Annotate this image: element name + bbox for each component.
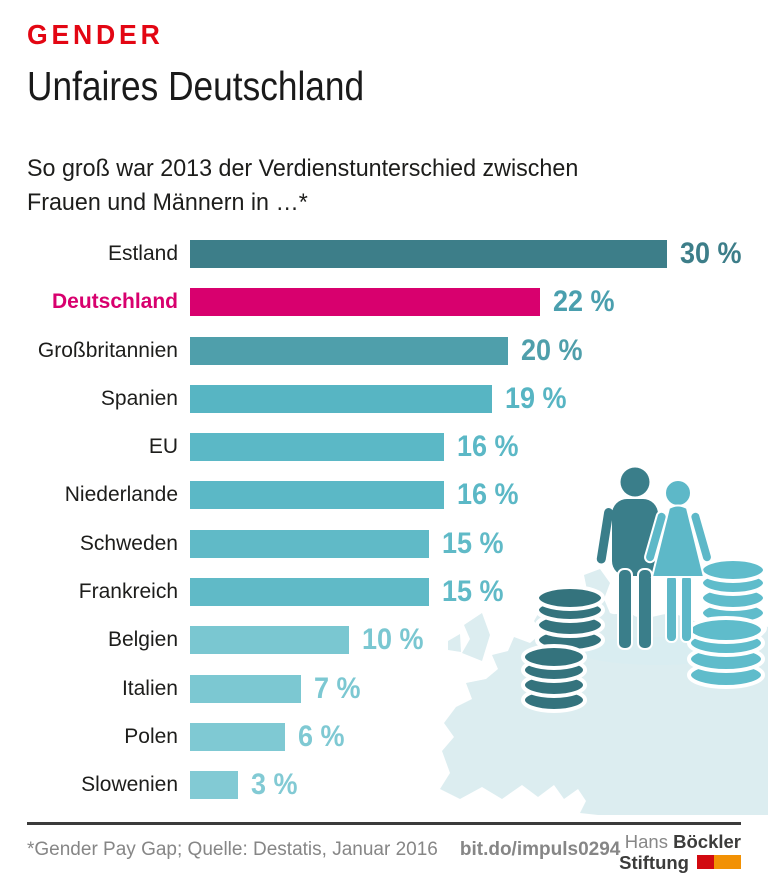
bar-row: Polen 6 %: [0, 719, 748, 771]
page-title: Unfaires Deutschland: [27, 63, 365, 109]
hbs-logo: Hans Böckler Stiftung: [619, 831, 741, 873]
bar-row: EU 16 %: [0, 430, 748, 481]
coin-stack-dark: [521, 585, 605, 713]
logo-text-hans: Hans: [624, 831, 668, 852]
bar-row: Estland 30 %: [0, 237, 748, 288]
coin-stack-light: [687, 557, 767, 689]
illustration-svg: [440, 467, 768, 815]
europe-map-illustration: [438, 455, 768, 815]
bar-value-label: 22 %: [553, 285, 615, 319]
bar-row: Frankreich 15 %: [0, 575, 748, 626]
country-label: Niederlande: [64, 483, 178, 507]
country-label: Deutschland: [51, 290, 178, 314]
bar: [190, 240, 667, 268]
bar: [190, 288, 540, 317]
bar-value-label: 16 %: [457, 430, 519, 464]
man-figure: [594, 467, 658, 650]
footnote-text: *Gender Pay Gap; Quelle: Destatis, Janua…: [27, 839, 438, 860]
ireland-shape: [448, 634, 461, 652]
bar: [190, 433, 444, 462]
short-link[interactable]: bit.do/impuls0294: [459, 839, 621, 860]
country-label: Spanien: [100, 386, 178, 410]
bar-row: Deutschland 22 %: [0, 285, 748, 336]
bar-row: Spanien 19 %: [0, 381, 748, 433]
bar-row: Slowenien 3 %: [0, 768, 748, 819]
bar-value-label: 6 %: [298, 719, 345, 753]
kicker: GENDER: [27, 19, 164, 50]
bar-value-label: 30 %: [680, 237, 742, 270]
logo-text-boeckler: Böckler: [673, 831, 741, 852]
bar: [190, 578, 429, 607]
logo-line-2: Stiftung: [619, 852, 741, 873]
bar: [190, 771, 238, 800]
bar-row: Niederlande 16 %: [0, 478, 748, 529]
bar-value-label: 15 %: [442, 575, 504, 609]
footer-divider: [27, 822, 741, 825]
bar: [190, 336, 508, 365]
bar-value-label: 16 %: [457, 478, 519, 512]
bar: [190, 674, 301, 703]
woman-figure: [644, 479, 713, 643]
country-label: Italien: [121, 676, 178, 700]
britain-shape: [462, 613, 490, 661]
bar-chart: Estland 30 % Deutschland 22 % Großbritan…: [0, 237, 748, 820]
bar-row: Schweden 15 %: [0, 526, 748, 578]
bar: [190, 529, 429, 558]
bar: [190, 384, 492, 413]
country-label: Estland: [107, 242, 178, 265]
chart-subtitle: So groß war 2013 der Verdienstunterschie…: [27, 152, 578, 220]
bar-value-label: 20 %: [521, 333, 583, 367]
country-label: Großbritannien: [37, 338, 178, 362]
bar: [190, 722, 285, 751]
country-label: Belgien: [107, 628, 178, 652]
country-label: Schweden: [79, 531, 178, 555]
logo-red-square: [697, 855, 714, 869]
bar-value-label: 7 %: [314, 671, 361, 705]
bar: [190, 481, 444, 510]
country-label: Polen: [124, 724, 178, 748]
bar-row: Italien 7 %: [0, 671, 748, 723]
country-label: EU: [148, 435, 178, 459]
logo-orange-square: [714, 855, 741, 869]
bar-value-label: 3 %: [251, 768, 298, 802]
logo-mark: [697, 852, 741, 869]
country-label: Frankreich: [78, 580, 178, 604]
logo-line-1: Hans Böckler: [619, 831, 741, 852]
bar-value-label: 19 %: [505, 381, 567, 415]
bar-value-label: 10 %: [362, 623, 424, 657]
logo-text-stiftung: Stiftung: [619, 852, 689, 873]
subtitle-line-1: So groß war 2013 der Verdienstunterschie…: [27, 155, 579, 182]
bar-row: Großbritannien 20 %: [0, 333, 748, 385]
header: GENDER Unfaires Deutschland So groß war …: [27, 18, 595, 220]
bar: [190, 626, 349, 655]
country-label: Slowenien: [81, 773, 178, 797]
bar-row: Belgien 10 %: [0, 623, 748, 674]
footnote: *Gender Pay Gap; Quelle: Destatis, Janua…: [27, 839, 620, 861]
subtitle-line-2: Frauen und Männern in …*: [27, 189, 308, 216]
bar-value-label: 15 %: [442, 526, 504, 560]
